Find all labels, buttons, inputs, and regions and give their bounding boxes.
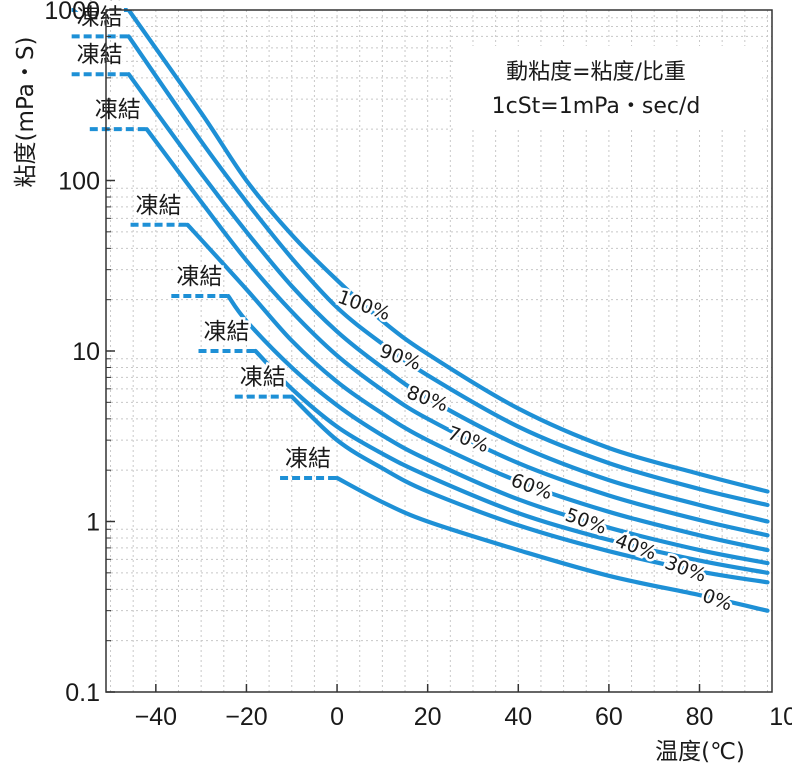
freeze-label: 凍結 <box>136 193 182 219</box>
freeze-label: 凍結 <box>285 446 331 472</box>
series-line <box>253 348 770 575</box>
series-line <box>126 72 770 524</box>
x-axis-title: 温度(℃) <box>655 739 745 765</box>
x-tick-label: 80 <box>686 703 714 731</box>
series-line <box>335 475 770 613</box>
freeze-label: 凍結 <box>77 0 123 4</box>
series-line <box>126 10 770 494</box>
series-line <box>185 222 770 553</box>
y-tick-label: 1000 <box>44 0 100 25</box>
series-line <box>144 127 770 538</box>
y-tick-label: 10 <box>72 338 100 366</box>
note-background <box>456 46 762 130</box>
series-line <box>126 34 770 508</box>
tick-labels: −40 −20 0 20 40 60 80 100 1000 100 10 1 0.1 <box>44 0 792 731</box>
ticks <box>106 9 701 693</box>
freeze-markers: 凍結凍結凍結凍結凍結凍結凍結凍結凍結 <box>71 0 338 480</box>
x-tick-label: 40 <box>504 703 532 731</box>
freeze-label: 凍結 <box>240 365 286 391</box>
freeze-label: 凍結 <box>204 319 250 345</box>
y-tick-label: 100 <box>58 168 100 196</box>
freeze-label: 凍結 <box>77 42 123 68</box>
x-tick-label: 100 <box>769 703 792 731</box>
grid <box>106 10 772 692</box>
y-tick-label: 0.1 <box>65 679 100 707</box>
note-box: 動粘度=粘度/比重 1cSt=1mPa・sec/d <box>456 46 762 130</box>
x-tick-label: 20 <box>414 703 442 731</box>
x-tick-label: 0 <box>330 703 344 731</box>
freeze-label: 凍結 <box>77 4 123 30</box>
y-tick-label: 1 <box>86 509 100 537</box>
x-tick-label: −20 <box>225 703 267 731</box>
note-line-1: 動粘度=粘度/比重 <box>506 60 686 85</box>
series-lines <box>126 10 770 613</box>
x-tick-label: −40 <box>135 703 177 731</box>
note-line-2: 1cSt=1mPa・sec/d <box>492 94 701 119</box>
y-axis-title: 粘度(mPa・S) <box>13 37 39 188</box>
freeze-label: 凍結 <box>176 264 222 290</box>
x-tick-label: 60 <box>595 703 623 731</box>
series-line <box>289 394 770 585</box>
freeze-label: 凍結 <box>95 97 141 123</box>
series-line <box>226 294 770 566</box>
